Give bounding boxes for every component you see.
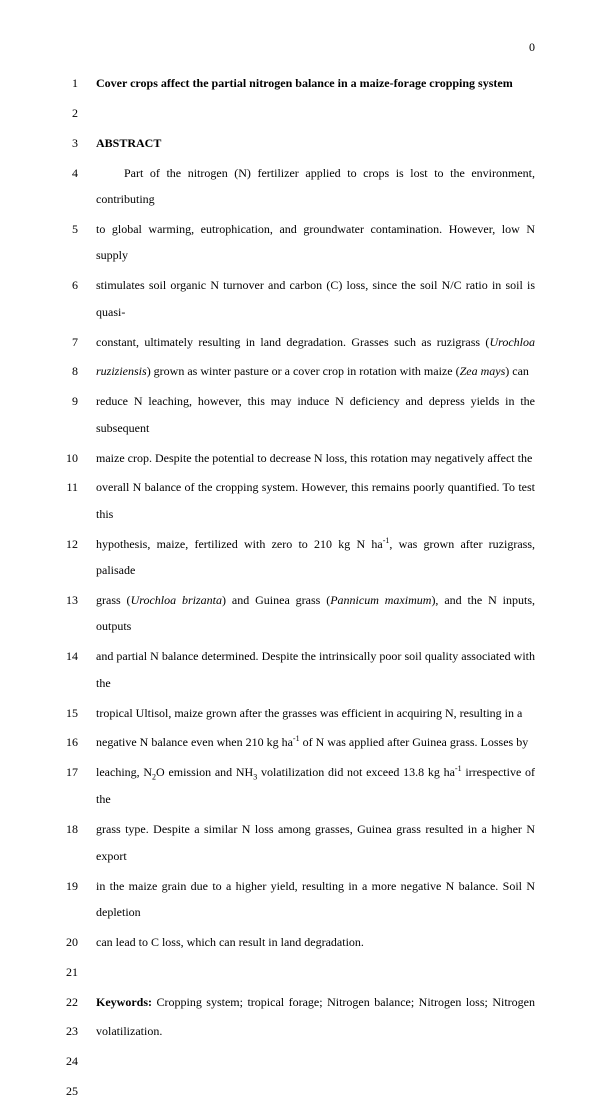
line-number: 15 — [50, 700, 78, 726]
body-text: grass (Urochloa brizanta) and Guinea gra… — [96, 587, 535, 640]
line-13: 13 grass (Urochloa brizanta) and Guinea … — [50, 587, 535, 640]
line-11: 11 overall N balance of the cropping sys… — [50, 474, 535, 527]
line-number: 20 — [50, 929, 78, 955]
manuscript-content: 1 Cover crops affect the partial nitroge… — [50, 70, 535, 1105]
body-text: negative N balance even when 210 kg ha-1… — [96, 729, 535, 755]
line-18: 18 grass type. Despite a similar N loss … — [50, 816, 535, 869]
line-number: 11 — [50, 474, 78, 500]
empty-line — [96, 100, 535, 126]
body-text: Part of the nitrogen (N) fertilizer appl… — [96, 160, 535, 213]
empty-line — [96, 1078, 535, 1104]
line-22: 22 Keywords: Cropping system; tropical f… — [50, 989, 535, 1015]
empty-line — [96, 1048, 535, 1074]
body-text: overall N balance of the cropping system… — [96, 474, 535, 527]
keywords-text: Keywords: Cropping system; tropical fora… — [96, 989, 535, 1015]
line-number: 2 — [50, 100, 78, 126]
line-number: 1 — [50, 70, 78, 96]
line-number: 12 — [50, 531, 78, 557]
line-number: 24 — [50, 1048, 78, 1074]
line-19: 19 in the maize grain due to a higher yi… — [50, 873, 535, 926]
line-number: 23 — [50, 1018, 78, 1044]
line-2: 2 — [50, 100, 535, 126]
page-number: 0 — [529, 40, 535, 55]
empty-line — [96, 959, 535, 985]
body-text: to global warming, eutrophication, and g… — [96, 216, 535, 269]
line-6: 6 stimulates soil organic N turnover and… — [50, 272, 535, 325]
line-number: 19 — [50, 873, 78, 899]
line-number: 3 — [50, 130, 78, 156]
line-number: 4 — [50, 160, 78, 186]
line-number: 14 — [50, 643, 78, 669]
line-14: 14 and partial N balance determined. Des… — [50, 643, 535, 696]
keywords-text: volatilization. — [96, 1018, 535, 1044]
body-text: ruziziensis) grown as winter pasture or … — [96, 358, 535, 384]
line-7: 7 constant, ultimately resulting in land… — [50, 329, 535, 355]
line-number: 6 — [50, 272, 78, 298]
line-15: 15 tropical Ultisol, maize grown after t… — [50, 700, 535, 726]
line-5: 5 to global warming, eutrophication, and… — [50, 216, 535, 269]
line-10: 10 maize crop. Despite the potential to … — [50, 445, 535, 471]
body-text: constant, ultimately resulting in land d… — [96, 329, 535, 355]
line-number: 10 — [50, 445, 78, 471]
line-number: 18 — [50, 816, 78, 842]
body-text: maize crop. Despite the potential to dec… — [96, 445, 535, 471]
line-8: 8 ruziziensis) grown as winter pasture o… — [50, 358, 535, 384]
line-number: 13 — [50, 587, 78, 613]
line-number: 16 — [50, 729, 78, 755]
body-text: reduce N leaching, however, this may ind… — [96, 388, 535, 441]
line-20: 20 can lead to C loss, which can result … — [50, 929, 535, 955]
body-text: and partial N balance determined. Despit… — [96, 643, 535, 696]
body-text: grass type. Despite a similar N loss amo… — [96, 816, 535, 869]
line-number: 21 — [50, 959, 78, 985]
line-number: 25 — [50, 1078, 78, 1104]
title-text: Cover crops affect the partial nitrogen … — [96, 70, 535, 96]
line-number: 17 — [50, 759, 78, 785]
line-number: 8 — [50, 358, 78, 384]
line-21: 21 — [50, 959, 535, 985]
body-text: hypothesis, maize, fertilized with zero … — [96, 531, 535, 584]
line-number: 7 — [50, 329, 78, 355]
line-number: 22 — [50, 989, 78, 1015]
line-25: 25 — [50, 1078, 535, 1104]
line-3: 3 ABSTRACT — [50, 130, 535, 156]
line-number: 9 — [50, 388, 78, 414]
line-23: 23 volatilization. — [50, 1018, 535, 1044]
body-text: tropical Ultisol, maize grown after the … — [96, 700, 535, 726]
line-number: 5 — [50, 216, 78, 242]
body-text: can lead to C loss, which can result in … — [96, 929, 535, 955]
line-24: 24 — [50, 1048, 535, 1074]
line-17: 17 leaching, N2O emission and NH3 volati… — [50, 759, 535, 812]
line-16: 16 negative N balance even when 210 kg h… — [50, 729, 535, 755]
line-9: 9 reduce N leaching, however, this may i… — [50, 388, 535, 441]
body-text: stimulates soil organic N turnover and c… — [96, 272, 535, 325]
line-1: 1 Cover crops affect the partial nitroge… — [50, 70, 535, 96]
body-text: leaching, N2O emission and NH3 volatiliz… — [96, 759, 535, 812]
body-text: in the maize grain due to a higher yield… — [96, 873, 535, 926]
abstract-heading: ABSTRACT — [96, 130, 535, 156]
line-12: 12 hypothesis, maize, fertilized with ze… — [50, 531, 535, 584]
line-4: 4 Part of the nitrogen (N) fertilizer ap… — [50, 160, 535, 213]
